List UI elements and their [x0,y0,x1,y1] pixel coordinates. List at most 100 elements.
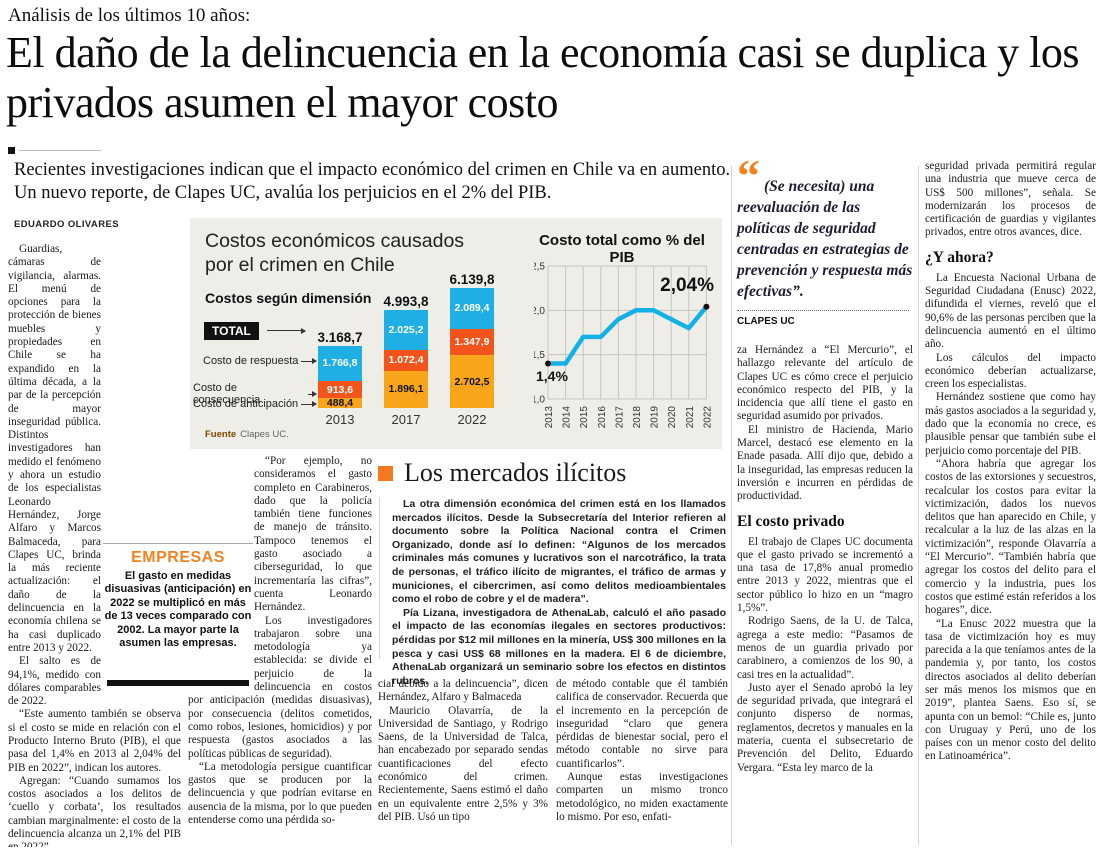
bar-segment: 2.702,5 [450,355,494,408]
bar-total-label: 3.168,7 [317,330,363,346]
pull-quote: “ (Se necesita) una reevaluación de las … [737,153,913,327]
bar-segment: 1.072,4 [384,349,428,371]
article-column-5: seguridad privada permitirá regular una … [925,160,1096,847]
x-tick-label: 2013 [544,406,555,429]
paragraph: Los cálculos del impacto económico deber… [925,351,1096,391]
total-arrow-icon [267,327,306,334]
bar-segment: 1.347,9 [450,328,494,356]
legend-arrow-icon [308,391,317,397]
paragraph: La otra dimensión económica del crimen e… [392,498,726,606]
crime-costs-chart: Costos económicos causados por el crimen… [190,218,722,449]
source-label: Fuente [205,429,237,440]
paragraph: “La Enusc 2022 muestra que la tasa de vi… [925,617,1096,763]
paragraph: “Por ejemplo, no consideramos el gasto c… [254,455,372,614]
x-tick-label: 2020 [667,406,678,429]
byline: EDUARDO OLIVARES [14,219,119,230]
paragraph: Mauricio Olavarría, de la Universidad de… [378,704,548,823]
paragraph: cial debido a la delincuencia”, dicen He… [378,678,548,704]
data-point [545,360,551,367]
paragraph: Los investigadores trabajaron sobre una … [188,614,372,760]
mercados-title: Los mercados ilícitos [404,458,627,487]
legend-consecuencia: Costo de consecuencia [193,382,317,406]
section-subhead-y-ahora: ¿Y ahora? [925,248,994,266]
paragraph: Rodrigo Saens, de la U. de Talca, agrega… [737,615,913,681]
total-badge: TOTAL [204,322,259,340]
orange-square-icon [378,465,393,481]
legend-anticipacion: Costo de anticipación [193,398,317,410]
article-column-3a: cial debido a la delincuencia”, dicen He… [378,678,548,847]
paragraph: El ministro de Hacienda, Mario Marcel, d… [737,423,913,503]
headline-rule [19,150,101,151]
y-tick-label: 2,0 [534,306,545,317]
headline-square-marker [8,147,15,154]
quote-dotted-rule [737,310,909,311]
legend-label: Costo de anticipación [193,398,299,410]
article-column-1: Guardias, cámaras de vigilancia, alarmas… [8,243,181,847]
x-tick-label: 2015 [579,406,590,429]
paragraph: de método contable que él también califi… [556,678,728,770]
x-tick-label: 2017 [614,406,625,429]
page-title: El daño de la delincuencia en la economí… [6,28,1079,127]
empresas-box-text: El gasto en medidas disuasivas (anticipa… [104,570,252,650]
paragraph: “La metodología persigue cuantificar gas… [188,760,372,827]
legend-respuesta: Costo de respuesta [203,355,317,367]
column-divider [731,166,732,845]
legend-label: Costo de consecuencia [193,382,261,406]
article-column-3b: de método contable que él también califi… [556,678,728,847]
paragraph: “Este aumento también se observa si el c… [8,708,181,774]
pib-line-chart: 1,0 1,5 2,0 2,5 2013 2014 2015 2016 2017 2018 2019… [534,262,714,429]
kicker: Análisis de los últimos 10 años: [8,5,251,26]
chart-source: Fuente Clapes UC. [205,429,289,440]
empresas-box: EMPRESAS El gasto en medidas disuasivas … [103,543,253,686]
paragraph: El salto es de 94,1%, medido con dólares… [8,655,101,708]
x-tick-label: 2021 [685,406,696,429]
mercados-text: La otra dimensión económica del crimen e… [392,498,726,688]
bar-total-label: 6.139,8 [449,272,495,287]
bar-segment: 1.766,8 [318,346,362,381]
x-tick-label: 2016 [597,406,608,429]
paragraph: Guardias, cámaras de vigilancia, alarmas… [8,243,101,654]
paragraph: Agregan: “Cuando sumamos los costos asoc… [8,774,181,847]
mercados-header: Los mercados ilícitos [378,458,626,488]
x-tick-label: 2014 [562,406,573,429]
bar-segment: 488,4 [318,398,362,408]
x-tick-label: 2018 [632,406,643,429]
line-chart-title: Costo total como % del PIB [539,232,705,266]
mercados-left-rule [379,497,380,659]
empresas-box-title: EMPRESAS [131,549,225,566]
column-divider [918,166,919,845]
x-tick-label: 2019 [650,406,661,429]
y-tick-label: 1,5 [534,350,545,361]
bar-year-label: 2017 [391,412,421,427]
deck: Recientes investigaciones indican que el… [14,160,731,204]
paragraph: “Ahora habría que agregar los costos de … [925,457,1096,617]
chart-subtitle: Costos según dimensión [205,290,372,306]
bar-year-label: 2013 [325,412,355,427]
pull-quote-text: (Se necesita) una reevaluación de las po… [737,178,913,300]
paragraph: Justo ayer el Senado aprobó la ley de se… [737,681,913,774]
wrap-spacer [188,543,254,683]
annotation-label: 1,4% [536,368,568,384]
section-subhead-costo-privado: El costo privado [737,512,845,530]
bar-total-label: 4.993,8 [383,294,429,310]
bar-segment: 913,6 [318,380,362,399]
trend-line [545,304,709,366]
quote-icon: “ [737,150,760,201]
paragraph: za Hernández a “El Mercurio”, el hallazg… [737,344,913,423]
article-column-4: za Hernández a “El Mercurio”, el hallazg… [737,344,913,847]
chart-title: Costos económicos causados por el crimen… [205,230,465,276]
paragraph: Hernández sostiene que como hay más gast… [925,391,1096,457]
y-tick-label: 1,0 [534,395,545,406]
legend-arrow-icon [301,358,317,364]
bar-segment: 1.896,1 [384,370,428,408]
paragraph: seguridad privada permitirá regular una … [925,160,1096,239]
bar-segment: 2.025,2 [384,310,428,350]
paragraph: El trabajo de Clapes UC documenta que el… [737,535,913,615]
quote-attribution: CLAPES UC [737,316,795,327]
paragraph: Aunque estas investigaciones comparten u… [556,771,728,823]
empresas-box-bottom-bar [107,680,249,686]
annotation-label: 2,04% [660,275,714,296]
bar-segment: 2.089,4 [450,288,494,329]
legend-label: Costo de respuesta [203,355,299,367]
